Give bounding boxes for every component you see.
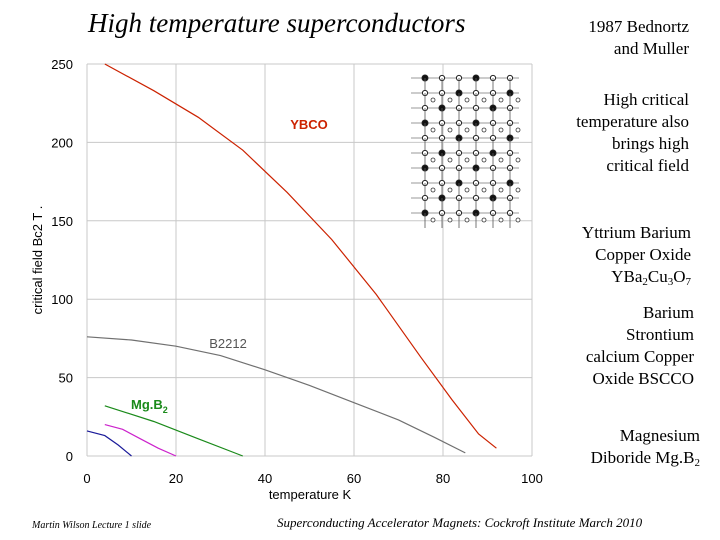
note-line: Magnesium [619, 426, 700, 445]
y-tick-label: 100 [51, 292, 73, 307]
formula-subscript: 2 [642, 276, 648, 288]
chart-series [86, 63, 497, 457]
y-tick-label: 0 [66, 449, 73, 464]
formula-subscript: 2 [694, 457, 701, 469]
series-label-subscript: 2 [163, 405, 168, 415]
note-line: Yttrium Barium [581, 223, 691, 242]
structure-atom [515, 187, 521, 193]
chart-labels: 0 50 100 150 200 250 0 20 40 60 80 100 temperature K… [30, 57, 543, 502]
structure-atom [515, 127, 521, 133]
structure-atom [447, 187, 453, 193]
note-bscco: Barium Strontium calcium Copper Oxide BS… [586, 302, 694, 390]
y-tick-label: 250 [51, 57, 73, 72]
footer-course: Superconducting Accelerator Magnets: Coc… [277, 515, 643, 530]
note-line: and Muller [613, 39, 689, 58]
series-line [86, 336, 466, 454]
note-line: Copper Oxide [595, 245, 691, 264]
structure-atom [498, 217, 504, 223]
series-label: B2212 [209, 336, 247, 351]
formula-part: Diboride Mg.B [590, 448, 695, 467]
structure-atom [515, 97, 521, 103]
note-bednortz: 1987 Bednortz and Muller [588, 16, 689, 60]
note-line: High critical [603, 90, 689, 109]
structure-atom [498, 97, 504, 103]
chart-grid [86, 63, 533, 457]
structure-atom [464, 217, 470, 223]
series-line [104, 405, 244, 457]
series-label: Mg.B2 [131, 397, 168, 415]
note-line: brings high [612, 134, 689, 153]
structure-atom [447, 97, 453, 103]
structure-atom [481, 217, 487, 223]
x-axis-label: temperature K [269, 487, 352, 502]
x-tick-label: 40 [258, 471, 272, 486]
structure-atom [464, 157, 470, 163]
formula-subscript: 7 [685, 276, 692, 288]
structure-atom [464, 127, 470, 133]
y-tick-label: 150 [51, 214, 73, 229]
structure-atom [515, 157, 521, 163]
note-line: Strontium [625, 325, 694, 344]
structure-atom [498, 127, 504, 133]
formula-part: YBa [611, 267, 643, 286]
formula-subscript: 3 [667, 276, 674, 288]
structure-atom [447, 127, 453, 133]
series-label: YBCO [290, 117, 328, 132]
y-axis-label: critical field Bc2 T . [30, 206, 45, 315]
structure-atom [447, 157, 453, 163]
x-tick-label: 0 [83, 471, 90, 486]
structure-atom [430, 217, 436, 223]
x-tick-label: 60 [347, 471, 361, 486]
structure-atom [430, 97, 436, 103]
structure-atom [430, 157, 436, 163]
y-tick-label: 50 [59, 371, 73, 386]
structure-atom [481, 157, 487, 163]
structure-atom [498, 187, 504, 193]
series-line [104, 63, 497, 449]
structure-atom [430, 187, 436, 193]
mgb2-formula: Diboride Mg.B2 [591, 447, 700, 474]
footer-author: Martin Wilson Lecture 1 slide [32, 520, 152, 531]
x-tick-label: 80 [436, 471, 450, 486]
structure-atom [464, 97, 470, 103]
note-ybco: Yttrium Barium Copper Oxide YBa2Cu3O7 [582, 222, 691, 293]
note-mgb2: Magnesium Diboride Mg.B2 [591, 425, 700, 474]
note-line: critical field [606, 156, 689, 175]
structure-atom [447, 217, 453, 223]
structure-atom [481, 187, 487, 193]
series-label-base: Mg.B [131, 397, 163, 412]
slide-title: High temperature superconductors [88, 8, 466, 38]
structure-atom [464, 187, 470, 193]
note-line: temperature also [576, 112, 689, 131]
structure-atom [498, 157, 504, 163]
series-line [86, 430, 132, 457]
note-line: Oxide BSCCO [592, 369, 694, 388]
y-tick-label: 200 [51, 135, 73, 150]
note-line: Barium [643, 303, 694, 322]
formula-part: O [673, 267, 686, 286]
structure-atom [515, 217, 521, 223]
series-line [104, 424, 177, 457]
note-line: 1987 Bednortz [588, 17, 689, 36]
note-critical-temperature: High critical temperature also brings hi… [576, 89, 689, 177]
crystal-structure-illustration [411, 74, 521, 228]
structure-atom [430, 127, 436, 133]
formula-part: Cu [647, 267, 668, 286]
x-tick-label: 100 [521, 471, 543, 486]
note-line: calcium Copper [585, 347, 694, 366]
structure-atom [481, 127, 487, 133]
ybco-formula: YBa2Cu3O7 [582, 266, 691, 293]
structure-atom [481, 97, 487, 103]
x-tick-label: 20 [169, 471, 183, 486]
